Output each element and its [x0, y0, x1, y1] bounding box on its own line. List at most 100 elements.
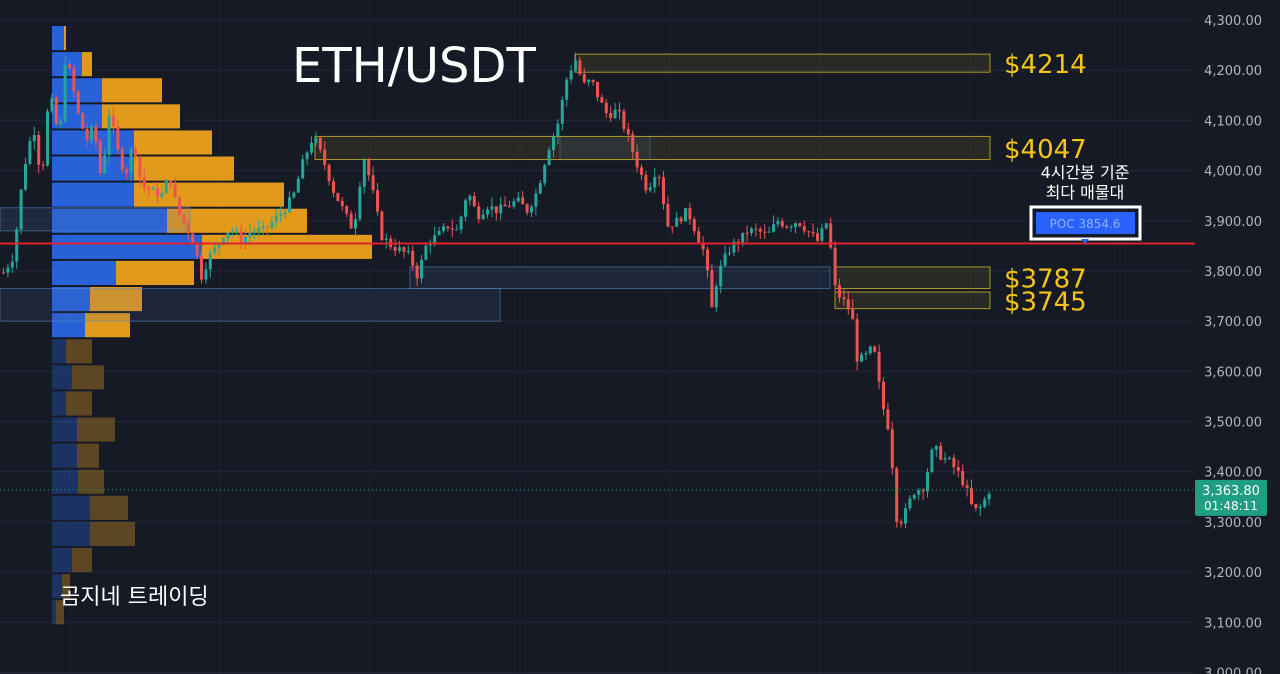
candle-down — [327, 164, 331, 182]
candle-up — [750, 228, 753, 233]
candle-up — [455, 229, 459, 231]
candle-up — [310, 142, 313, 153]
candle-up — [978, 506, 982, 509]
volume-profile-buy-bar — [52, 313, 85, 338]
candle-up — [208, 252, 212, 270]
candle-up — [213, 247, 217, 253]
candle-down — [54, 97, 58, 124]
candle-up — [824, 223, 828, 229]
candle-down — [640, 167, 643, 175]
candle-up — [244, 236, 247, 244]
candle-up — [490, 206, 494, 210]
zone-box — [314, 135, 991, 161]
candle-up — [151, 187, 155, 190]
volume-profile-buy-bar — [52, 52, 82, 77]
candle-up — [556, 123, 560, 137]
candle-down — [877, 351, 881, 382]
volume-profile-sell-bar — [116, 260, 194, 286]
volume-profile-buy-bar — [52, 339, 66, 364]
candle-down — [349, 213, 353, 229]
candle-down — [402, 247, 406, 252]
candle-up — [538, 183, 542, 194]
candle-down — [811, 231, 815, 234]
candle-down — [2, 272, 5, 274]
candle-up — [926, 472, 929, 492]
candle-down — [965, 485, 969, 488]
price-axis-tick-label: 4,200.00 — [1204, 64, 1262, 79]
candle-down — [134, 148, 137, 157]
candle-up — [464, 200, 467, 217]
candle-up — [398, 247, 401, 251]
candle-up — [6, 267, 10, 273]
candle-up — [486, 209, 489, 215]
zone-box — [834, 291, 991, 310]
candle-up — [908, 498, 912, 509]
candle-down — [807, 231, 811, 233]
zone-box — [834, 266, 991, 290]
candle-down — [631, 134, 635, 152]
volume-profile-buy-bar — [52, 156, 134, 181]
candle-up — [516, 197, 520, 202]
volume-profile-buy-bar — [52, 260, 116, 286]
candle-up — [358, 186, 362, 220]
candle-up — [28, 141, 32, 164]
price-axis-tick-label: 3,800.00 — [1204, 265, 1262, 280]
candle-up — [772, 224, 775, 232]
candle-up — [728, 252, 731, 254]
candle-up — [481, 214, 485, 220]
poc-badge-label: POC 3854.6 — [1050, 217, 1121, 231]
volume-profile-buy-bar — [52, 600, 56, 625]
current-price-label: 3,363.80 — [1202, 484, 1260, 499]
candle-down — [758, 228, 762, 232]
volume-profile-buy-bar — [52, 391, 66, 416]
candle-down — [970, 487, 973, 505]
volume-profile-buy-bar — [52, 521, 90, 547]
candle-down — [939, 445, 943, 460]
volume-profile-buy-bar — [52, 208, 167, 233]
candle-up — [107, 115, 111, 155]
candle-down — [692, 219, 696, 232]
poc-annotation-line1: 4시간봉 기준 — [1041, 163, 1130, 182]
candle-up — [63, 64, 67, 121]
price-axis-tick-label: 3,700.00 — [1204, 315, 1262, 330]
candle-up — [987, 493, 991, 500]
volume-profile-buy-bar — [52, 574, 62, 599]
candle-up — [222, 238, 225, 245]
price-axis-tick-label: 3,600.00 — [1204, 365, 1262, 380]
candle-up — [442, 226, 445, 231]
candle-up — [983, 499, 987, 507]
range-box — [409, 266, 831, 290]
candle-up — [50, 97, 54, 112]
candle-down — [974, 504, 978, 509]
candle-down — [582, 73, 586, 83]
candle-down — [710, 270, 714, 308]
candle-down — [239, 231, 243, 244]
candle-down — [112, 115, 115, 127]
candle-up — [820, 228, 824, 241]
candle-up — [226, 232, 230, 239]
range-box — [0, 207, 191, 232]
candle-up — [534, 193, 538, 207]
candle-up — [288, 197, 291, 213]
range-box — [0, 288, 501, 322]
candle-up — [296, 178, 300, 193]
candle-down — [763, 231, 767, 233]
candle-down — [450, 228, 454, 230]
chart-title: ETH/USDT — [292, 38, 536, 94]
price-axis-tick-label: 4,000.00 — [1204, 165, 1262, 180]
candle-up — [204, 269, 208, 280]
candle-up — [864, 353, 868, 355]
price-axis[interactable]: 4,300.00 4,200.00 4,100.00 4,000.00 3,900.00… — [1195, 14, 1267, 674]
candle-down — [618, 109, 621, 112]
candle-up — [279, 214, 283, 216]
candle-up — [530, 206, 533, 213]
candle-up — [675, 217, 679, 227]
volume-profile-sell-bar — [134, 130, 212, 155]
candle-down — [411, 250, 415, 266]
volume-profile-sell-bar — [66, 339, 92, 364]
candle-up — [24, 163, 27, 190]
candle-down — [72, 68, 76, 92]
candle-down — [41, 164, 45, 166]
